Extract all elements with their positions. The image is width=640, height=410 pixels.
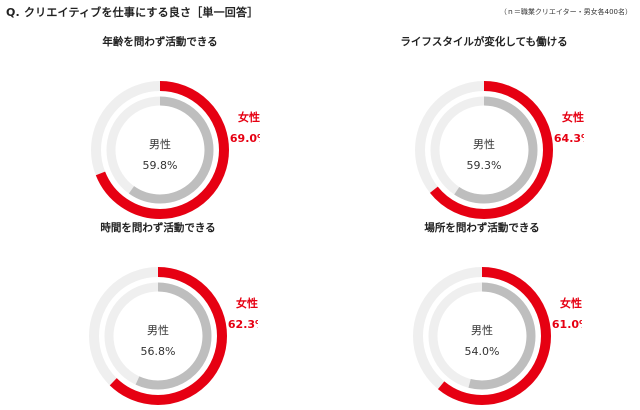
female-series-name: 女性	[560, 296, 582, 310]
chart-title: ライフスタイルが変化しても働ける	[400, 36, 568, 48]
female-series-name: 女性	[236, 296, 258, 310]
chart-panel-lifestyle: ライフスタイルが変化しても働ける 男性 59.3% 女性 64.3%	[384, 34, 584, 224]
chart-title: 場所を問わず活動できる	[424, 222, 540, 234]
donut-chart: 男性 59.3% 女性 64.3%	[415, 81, 584, 219]
male-value-label: 59.3%	[467, 159, 502, 172]
chart-title: 年齢を問わず活動できる	[102, 36, 218, 48]
female-value-label: 61.0%	[552, 318, 582, 331]
donut-chart: 男性 54.0% 女性 61.0%	[413, 267, 582, 405]
male-value-label: 59.8%	[143, 159, 178, 172]
male-series-name: 男性	[147, 323, 169, 337]
female-value-label: 62.3%	[228, 318, 258, 331]
sample-note: （ｎ＝職業クリエイター・男女各400名）	[499, 8, 632, 16]
chart-panel-age: 年齢を問わず活動できる 男性 59.8% 女性 69.0%	[60, 34, 260, 224]
female-value-label: 64.3%	[554, 132, 584, 145]
female-series-name: 女性	[562, 110, 584, 124]
male-series-name: 男性	[149, 137, 171, 151]
page-title: Q. クリエイティブを仕事にする良さ［単一回答］	[6, 6, 259, 19]
female-ring	[415, 81, 553, 219]
male-series-name: 男性	[471, 323, 493, 337]
female-value-label: 69.0%	[230, 132, 260, 145]
donut-chart: 男性 56.8% 女性 62.3%	[89, 267, 258, 405]
chart-panel-time: 時間を問わず活動できる 男性 56.8% 女性 62.3%	[58, 220, 258, 410]
chart-title: 時間を問わず活動できる	[100, 222, 216, 234]
male-value-label: 56.8%	[141, 345, 176, 358]
female-series-name: 女性	[238, 110, 260, 124]
male-value-label: 54.0%	[465, 345, 500, 358]
male-ring	[104, 282, 212, 390]
chart-panel-place: 場所を問わず活動できる 男性 54.0% 女性 61.0%	[382, 220, 582, 410]
male-ring	[106, 96, 214, 204]
male-series-name: 男性	[473, 137, 495, 151]
donut-chart: 男性 59.8% 女性 69.0%	[91, 81, 260, 219]
female-ring	[91, 81, 229, 219]
male-ring	[428, 282, 536, 390]
male-ring	[430, 96, 538, 204]
